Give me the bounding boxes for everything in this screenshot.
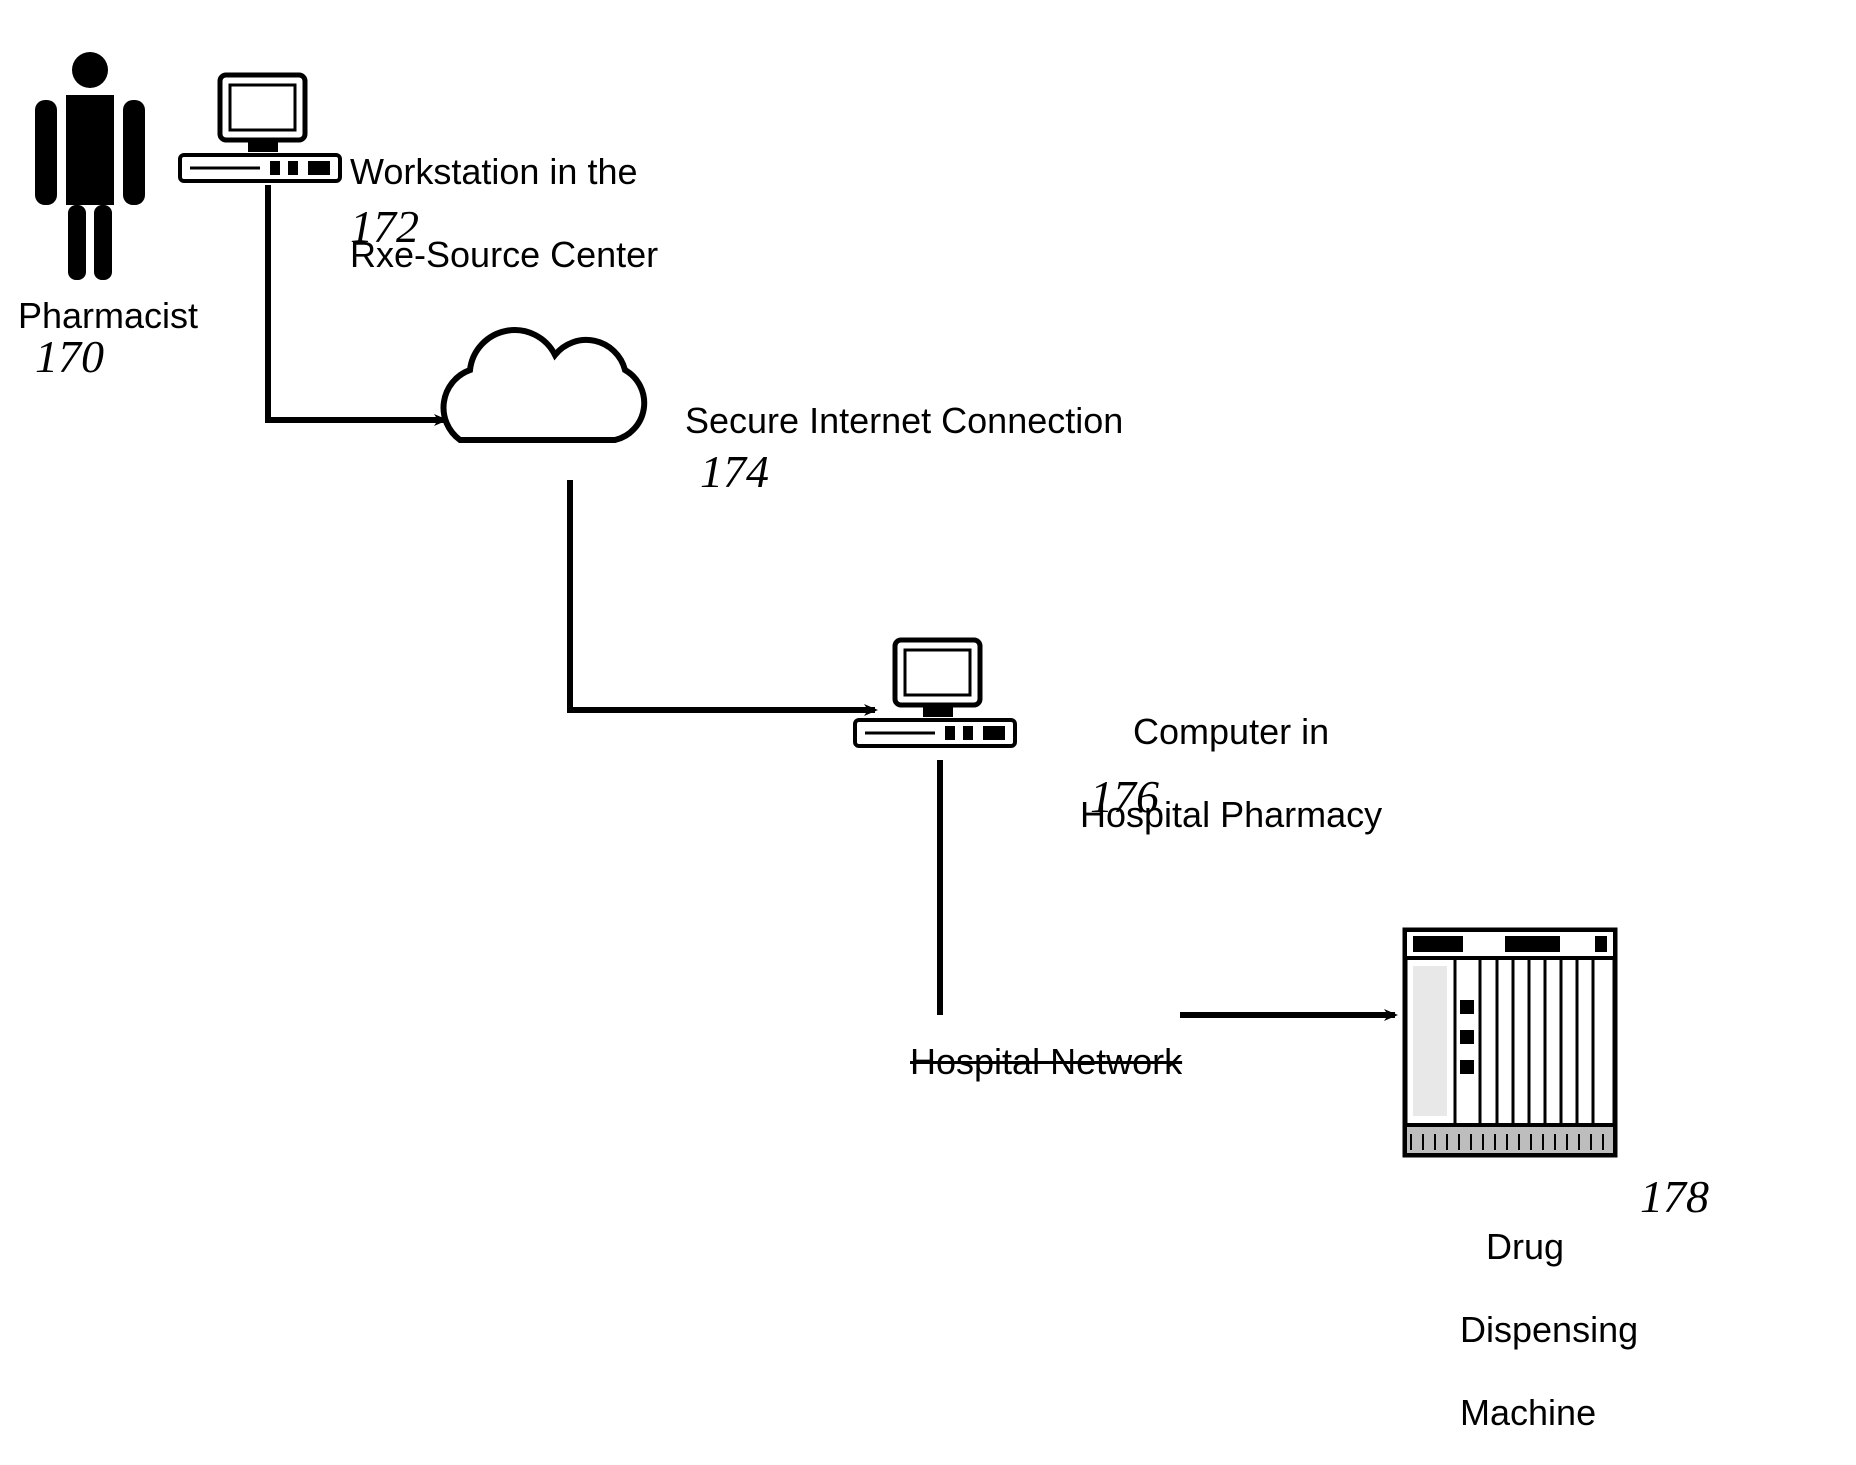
pharmacist-ref: 170 [35,330,104,383]
dispenser-icon [1405,930,1615,1155]
dispenser-label: Drug Dispensing Machine [1440,1185,1590,1433]
workstation-ref: 172 [350,200,419,253]
hospital-computer-icon [855,640,1015,746]
dispenser-label-l3: Machine [1460,1392,1596,1433]
cloud-ref: 174 [700,445,769,498]
cloud-icon [444,330,645,440]
dispenser-label-l1: Drug [1486,1226,1564,1267]
hospital-computer-ref: 176 [1090,770,1159,823]
pharmacist-icon [35,52,145,280]
cloud-label: Secure Internet Connection [685,400,1123,441]
edges [268,185,1395,1015]
hospital-network-text: Hospital Network [910,1041,1182,1082]
hospital-computer-label-l1: Computer in [1133,711,1329,752]
workstation-icon [180,75,340,181]
workstation-label-l1: Workstation in the [350,151,637,192]
hospital-network-label: Hospital Network [890,1000,1182,1083]
dispenser-ref: 178 [1640,1170,1709,1223]
edge-cloud-hospital_computer [570,480,875,710]
dispenser-label-l2: Dispensing [1460,1309,1638,1350]
